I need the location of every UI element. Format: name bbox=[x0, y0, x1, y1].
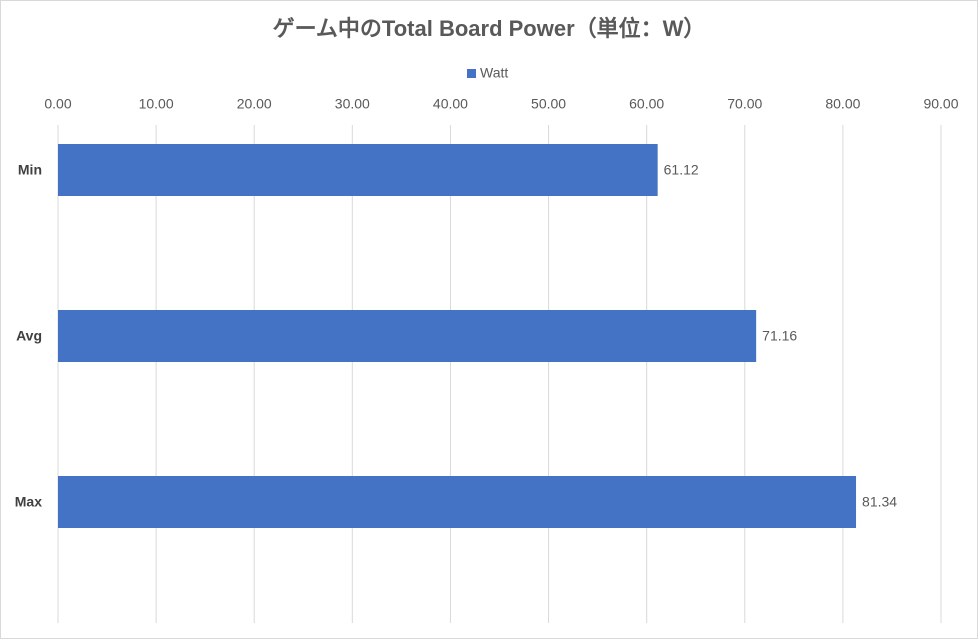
bar bbox=[58, 476, 857, 528]
legend-label: Watt bbox=[480, 65, 508, 81]
x-tick-label: 50.00 bbox=[531, 96, 566, 112]
data-label: 71.16 bbox=[762, 328, 797, 344]
x-tick-label: 10.00 bbox=[139, 96, 174, 112]
y-tick-label: Min bbox=[18, 162, 42, 178]
y-tick-label: Avg bbox=[16, 328, 42, 344]
x-tick-label: 60.00 bbox=[629, 96, 664, 112]
x-tick-label: 90.00 bbox=[923, 96, 958, 112]
x-tick-label: 40.00 bbox=[433, 96, 468, 112]
x-tick-label: 0.00 bbox=[44, 96, 71, 112]
bar bbox=[58, 310, 757, 362]
bar bbox=[58, 144, 658, 196]
x-tick-label: 70.00 bbox=[727, 96, 762, 112]
data-label: 81.34 bbox=[862, 494, 897, 510]
data-label: 61.12 bbox=[664, 162, 699, 178]
chart-title: ゲーム中のTotal Board Power（単位：W） bbox=[273, 16, 706, 41]
x-tick-label: 20.00 bbox=[237, 96, 272, 112]
legend-swatch bbox=[467, 69, 476, 78]
y-tick-label: Max bbox=[15, 494, 42, 510]
x-tick-label: 80.00 bbox=[825, 96, 860, 112]
x-tick-label: 30.00 bbox=[335, 96, 370, 112]
